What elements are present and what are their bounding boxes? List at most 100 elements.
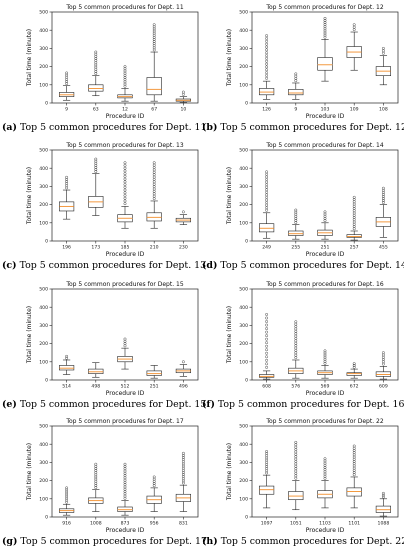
y-axis-label: Total time (minute) [226,167,233,225]
outlier-point [152,29,156,33]
caption-tag: (e) [2,399,17,410]
chart-panel-5: Top 5 common procedures for Dept. 16 0 100… [222,279,402,399]
x-tick-label: 916 [62,521,71,527]
outlier-point [94,481,98,485]
outlier-point [181,481,185,485]
box-1101 [346,444,362,509]
outlier-point [123,492,127,496]
outlier-point [265,201,269,204]
outlier-point [181,458,185,462]
x-tick-label: 126 [262,107,271,113]
plot-frame [251,149,399,242]
caption-text: Top 5 common procedures for Dept. 22 [220,536,404,547]
outlier-point [94,61,98,65]
outlier-point [65,75,69,79]
outlier-point [123,161,127,165]
outlier-point [381,493,385,497]
outlier-point [323,31,327,35]
iqr-box [346,372,362,376]
outlier-point [123,337,127,341]
outlier-point [294,455,298,459]
outlier-point [323,351,327,355]
outlier-point [265,183,269,187]
iqr-box [146,212,162,222]
box-9 [288,72,304,100]
iqr-box [346,487,362,497]
outlier-point [381,188,385,192]
chart-title: Top 5 common procedures for Dept. 12 [265,4,384,11]
outlier-point [265,462,269,466]
outlier-point [94,467,98,470]
outlier-point [152,178,156,181]
y-tick-label: 400 [239,28,248,34]
outlier-point [381,351,385,355]
outlier-point [294,320,298,324]
outlier-point [265,351,269,355]
x-tick-label: 173 [91,245,100,251]
outlier-point [381,495,385,499]
outlier-point [265,188,269,192]
box-12 [117,65,133,102]
outlier-point [265,469,269,473]
figure-caption: (f) Top 5 common procedures for Dept. 16 [202,399,404,410]
outlier-point [294,344,298,348]
box-230 [175,210,192,225]
chart-panel-2: Top 5 common procedures for Dept. 13 0 100… [22,140,202,260]
box-916 [58,486,75,516]
outlier-point [265,76,269,80]
outlier-point [65,356,69,360]
outlier-point [294,443,298,447]
outlier-point [123,476,127,480]
x-tick-label: 255 [291,245,300,251]
caption-tag: (c) [2,260,17,271]
figure-caption: (g) Top 5 common procedures for Dept. 17 [2,536,207,547]
outlier-point [294,469,298,473]
outlier-point [265,62,269,66]
outlier-point [265,365,269,369]
box-496 [175,360,192,377]
outlier-point [123,199,127,203]
outlier-point [294,462,298,466]
y-tick-label: 400 [39,28,48,34]
x-tick-label: 514 [62,384,71,390]
outlier-point [381,197,385,200]
outlier-point [265,71,269,75]
x-tick-label: 576 [291,384,300,390]
outlier-point [152,46,156,50]
outlier-point [323,27,327,31]
outlier-point [123,180,127,184]
x-tick-label: 1103 [319,521,331,527]
chart-panel-0: Top 5 common procedures for Dept. 11 0 100… [22,2,202,122]
outlier-point [265,193,269,197]
outlier-point [123,471,127,475]
box-173 [88,157,104,216]
outlier-point [265,198,269,202]
outlier-point [123,483,127,487]
x-tick-label: 67 [151,107,157,113]
caption-text: Top 5 common procedures for Dept. 11 [19,122,207,133]
outlier-point [65,486,69,490]
y-tick-label: 100 [239,359,248,365]
box-576 [288,320,304,379]
outlier-point [352,364,356,367]
iqr-box [346,234,362,238]
caption-tag: (h) [202,536,218,547]
outlier-point [294,356,298,360]
outlier-point [94,168,98,171]
outlier-point [294,339,298,343]
outlier-point [152,182,156,186]
y-tick-label: 300 [39,46,48,52]
y-tick-label: 300 [239,460,248,466]
iqr-box [288,89,304,96]
iqr-box [375,505,392,513]
outlier-point [152,25,156,29]
x-tick-label: 1008 [90,521,102,527]
outlier-point [65,500,69,504]
y-tick-label: 200 [239,341,248,347]
outlier-point [381,49,385,53]
box-956 [146,475,162,512]
outlier-point [265,452,269,456]
outlier-point [181,92,185,96]
outlier-point [294,353,298,357]
outlier-point [181,466,185,470]
